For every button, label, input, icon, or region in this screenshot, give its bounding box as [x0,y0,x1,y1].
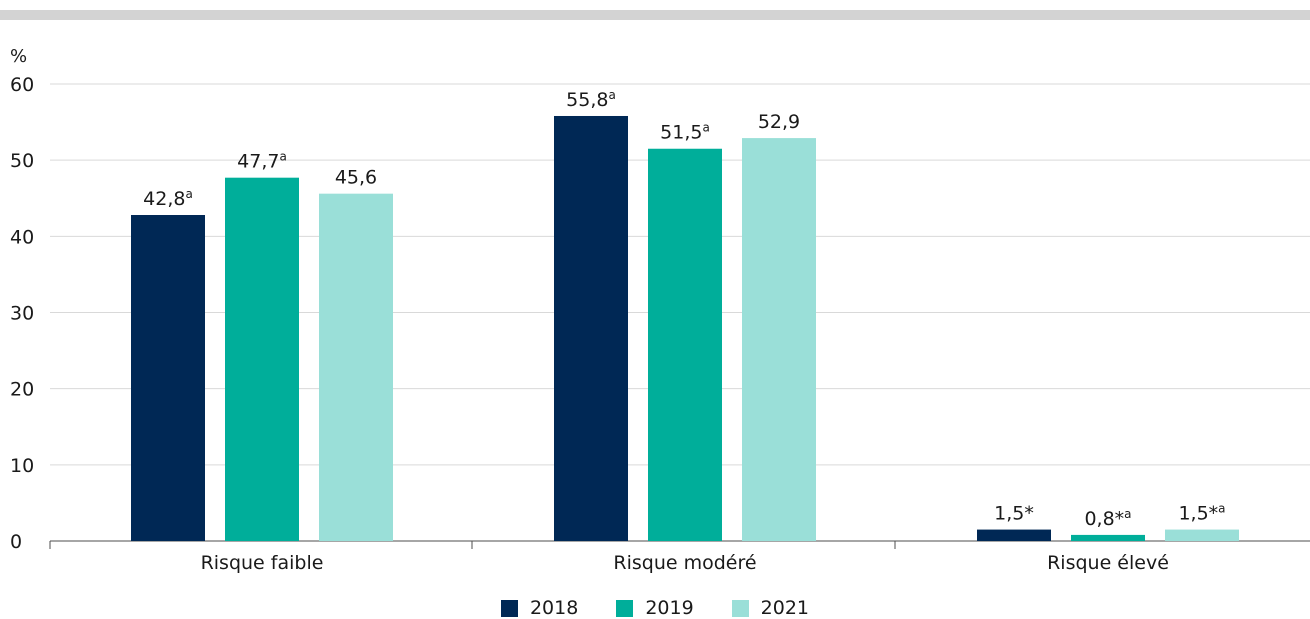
legend-label-2019: 2019 [645,597,694,619]
bar-risque-eleve-2018 [977,529,1051,541]
bar-risque-eleve-2019 [1071,534,1145,541]
category-label-risque-faible: Risque faible [201,552,324,574]
y-axis-unit: % [10,46,27,67]
category-label-risque-eleve: Risque élevé [1047,552,1169,574]
data-label-risque-faible-2018: 42,8a [143,187,193,210]
y-tick-label-20: 20 [10,379,34,401]
bar-risque-modere-2019 [648,148,722,541]
y-tick-label-0: 0 [10,531,22,553]
bar-chart: % 0 10 20 30 40 50 60 Risque faible 42,8a 47,7a 45,… [0,10,1310,574]
legend-item-2018: 2018 [500,597,579,619]
y-tick-label-30: 30 [10,303,34,325]
bar-risque-modere-2021 [742,138,816,541]
category-label-risque-modere: Risque modéré [613,552,756,574]
y-tick-label-60: 60 [10,74,34,96]
bar-risque-faible-2021 [319,193,393,541]
data-label-risque-modere-2018: 55,8a [566,88,616,111]
bar-risque-faible-2019 [225,177,299,541]
legend-swatch-2018 [500,599,518,617]
legend: 2018 2019 2021 [0,597,1310,619]
legend-label-2018: 2018 [529,597,579,619]
data-label-risque-modere-2021: 52,9 [758,111,800,133]
data-label-risque-eleve-2021: 1,5*a [1178,502,1225,525]
data-label-risque-faible-2021: 45,6 [335,167,377,189]
legend-swatch-2021 [731,599,749,617]
data-label-risque-faible-2019: 47,7a [237,150,287,173]
bar-risque-faible-2018 [131,215,205,542]
y-tick-label-10: 10 [10,455,34,477]
legend-item-2019: 2019 [616,597,694,619]
legend-item-2021: 2021 [731,597,810,619]
legend-swatch-2019 [616,599,634,617]
y-tick-label-40: 40 [10,226,34,248]
bar-risque-eleve-2021 [1165,529,1239,541]
bar-risque-modere-2018 [554,115,628,542]
data-label-risque-modere-2019: 51,5a [660,121,710,144]
data-label-risque-eleve-2019: 0,8*a [1084,507,1131,530]
data-label-risque-eleve-2018: 1,5* [994,503,1034,525]
y-tick-label-50: 50 [10,150,34,172]
legend-label-2021: 2021 [760,597,810,619]
top-banner-bar [0,10,1310,20]
